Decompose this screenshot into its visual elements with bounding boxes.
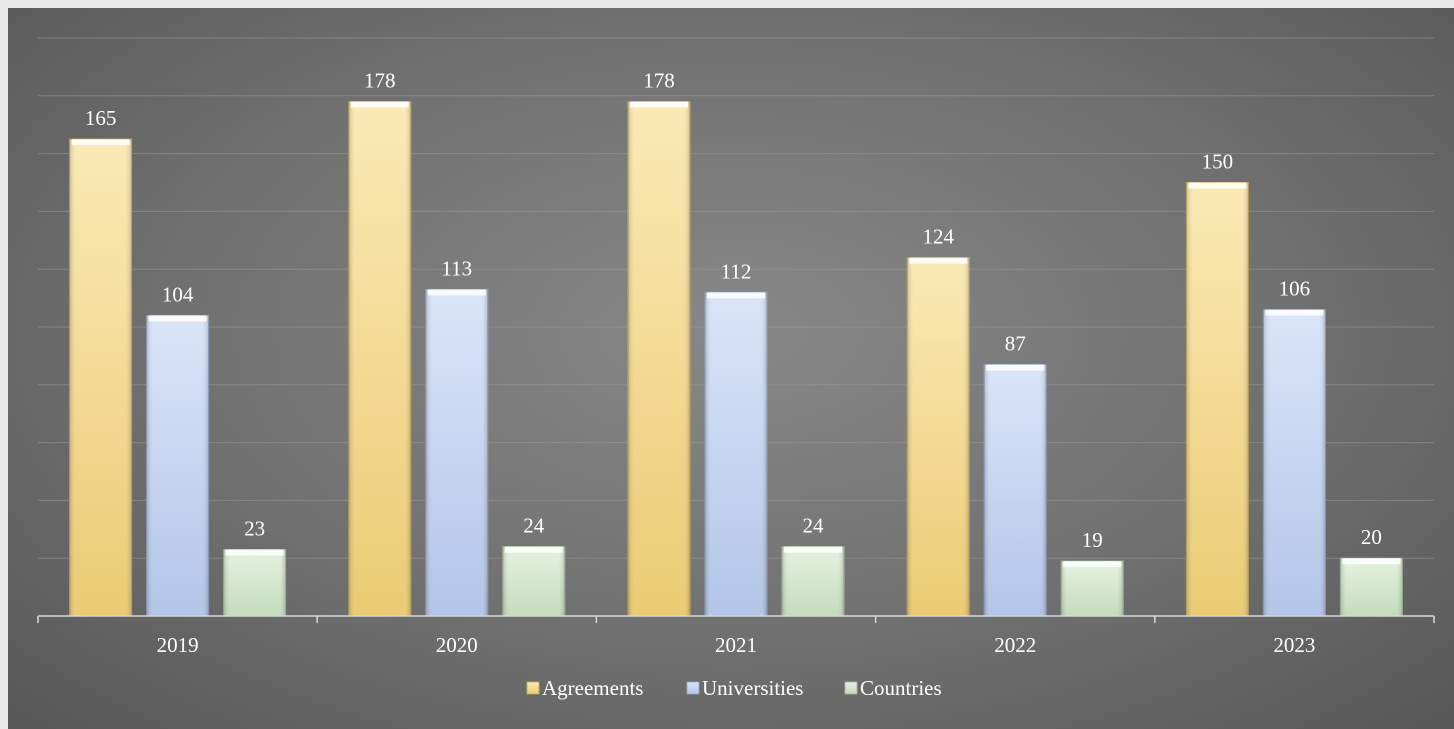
x-tick-label: 2023 — [1273, 633, 1315, 657]
data-label: 87 — [1005, 332, 1026, 356]
data-label: 24 — [803, 514, 825, 538]
legend: Agreements Universities Countries — [526, 676, 942, 700]
bar-shading — [628, 101, 690, 616]
bar-highlight — [504, 546, 563, 553]
bar-highlight — [707, 292, 765, 299]
bar-shading — [146, 315, 209, 616]
data-label: 165 — [85, 106, 117, 130]
bar-shading — [705, 292, 767, 616]
data-label: 178 — [364, 69, 396, 93]
bar-chart: 165104231781132417811224124871915010620 … — [37, 37, 1435, 700]
bar-highlight — [986, 364, 1045, 371]
legend-label-countries: Countries — [860, 676, 942, 700]
data-label: 112 — [721, 259, 752, 283]
legend-label-universities: Universities — [702, 676, 803, 700]
bar-highlight — [1265, 309, 1324, 316]
bar-shading — [907, 257, 970, 616]
bar-highlight — [784, 546, 842, 553]
chart-area: 165 104 23 178 113 24 178 112 24 124 87 19 150 106 20 … — [8, 8, 1454, 729]
data-label: 104 — [162, 282, 194, 306]
bar-shading — [1340, 558, 1403, 616]
bar-highlight — [909, 257, 968, 264]
bar-shading — [502, 546, 565, 616]
bar-highlight — [225, 549, 284, 556]
legend-label-agreements: Agreements — [542, 676, 643, 700]
data-labels: 165 104 23 178 113 24 178 112 24 124 87 19 150 106 20 — [85, 69, 1382, 553]
bar-highlight — [427, 289, 486, 296]
bar-highlight — [350, 101, 409, 108]
bar-shading — [1061, 561, 1124, 616]
legend-swatch-universities — [686, 681, 700, 695]
x-tick-label: 2022 — [994, 633, 1036, 657]
x-tick-label: 2019 — [157, 633, 199, 657]
legend-swatch-agreements — [526, 681, 540, 695]
bar-shading — [425, 289, 488, 616]
data-label: 20 — [1361, 525, 1382, 549]
bar-shading — [1263, 309, 1326, 616]
x-tick-label: 2020 — [436, 633, 478, 657]
bar-highlight — [148, 315, 207, 322]
data-label: 24 — [523, 514, 545, 538]
data-label: 106 — [1279, 277, 1311, 301]
bar-shading — [69, 139, 132, 616]
data-label: 178 — [643, 69, 675, 93]
bar-shading — [223, 549, 286, 616]
legend-swatch-countries — [844, 681, 858, 695]
data-label: 113 — [441, 256, 472, 280]
data-label: 19 — [1082, 528, 1103, 552]
x-tick-label: 2021 — [715, 633, 757, 657]
bar-shading — [782, 546, 844, 616]
data-label: 23 — [244, 517, 265, 541]
bar-highlight — [1342, 558, 1401, 565]
data-label: 150 — [1202, 150, 1234, 174]
bar-shading — [1186, 182, 1249, 616]
bar-highlight — [630, 101, 688, 108]
bar-highlight — [1188, 182, 1247, 189]
bar-highlight — [1063, 561, 1122, 568]
bar-shading — [348, 101, 411, 616]
bar-highlight — [71, 139, 130, 146]
x-axis: 2019 2020 2021 2022 2023 — [37, 615, 1435, 657]
bar-shading — [984, 364, 1047, 616]
bars — [69, 101, 1403, 617]
data-label: 124 — [922, 225, 954, 249]
